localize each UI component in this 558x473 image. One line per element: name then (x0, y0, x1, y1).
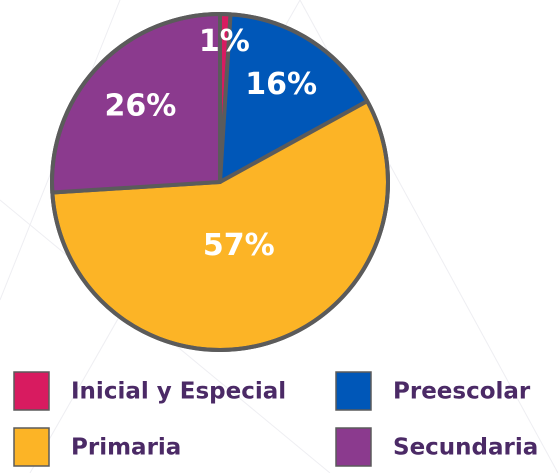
legend-swatch (335, 427, 372, 467)
value-label: 57% (203, 228, 275, 263)
legend-swatch (13, 371, 50, 411)
legend-label: Inicial y Especial (71, 379, 286, 405)
legend-label: Preescolar (393, 379, 531, 405)
legend-swatch (13, 427, 50, 467)
value-label: 1% (199, 24, 250, 59)
value-label: 26% (104, 89, 176, 124)
legend-label: Primaria (71, 435, 181, 461)
value-label: 16% (245, 67, 317, 102)
legend-swatch (335, 371, 372, 411)
pie-border (50, 12, 390, 352)
legend-label: Secundaria (393, 435, 538, 461)
